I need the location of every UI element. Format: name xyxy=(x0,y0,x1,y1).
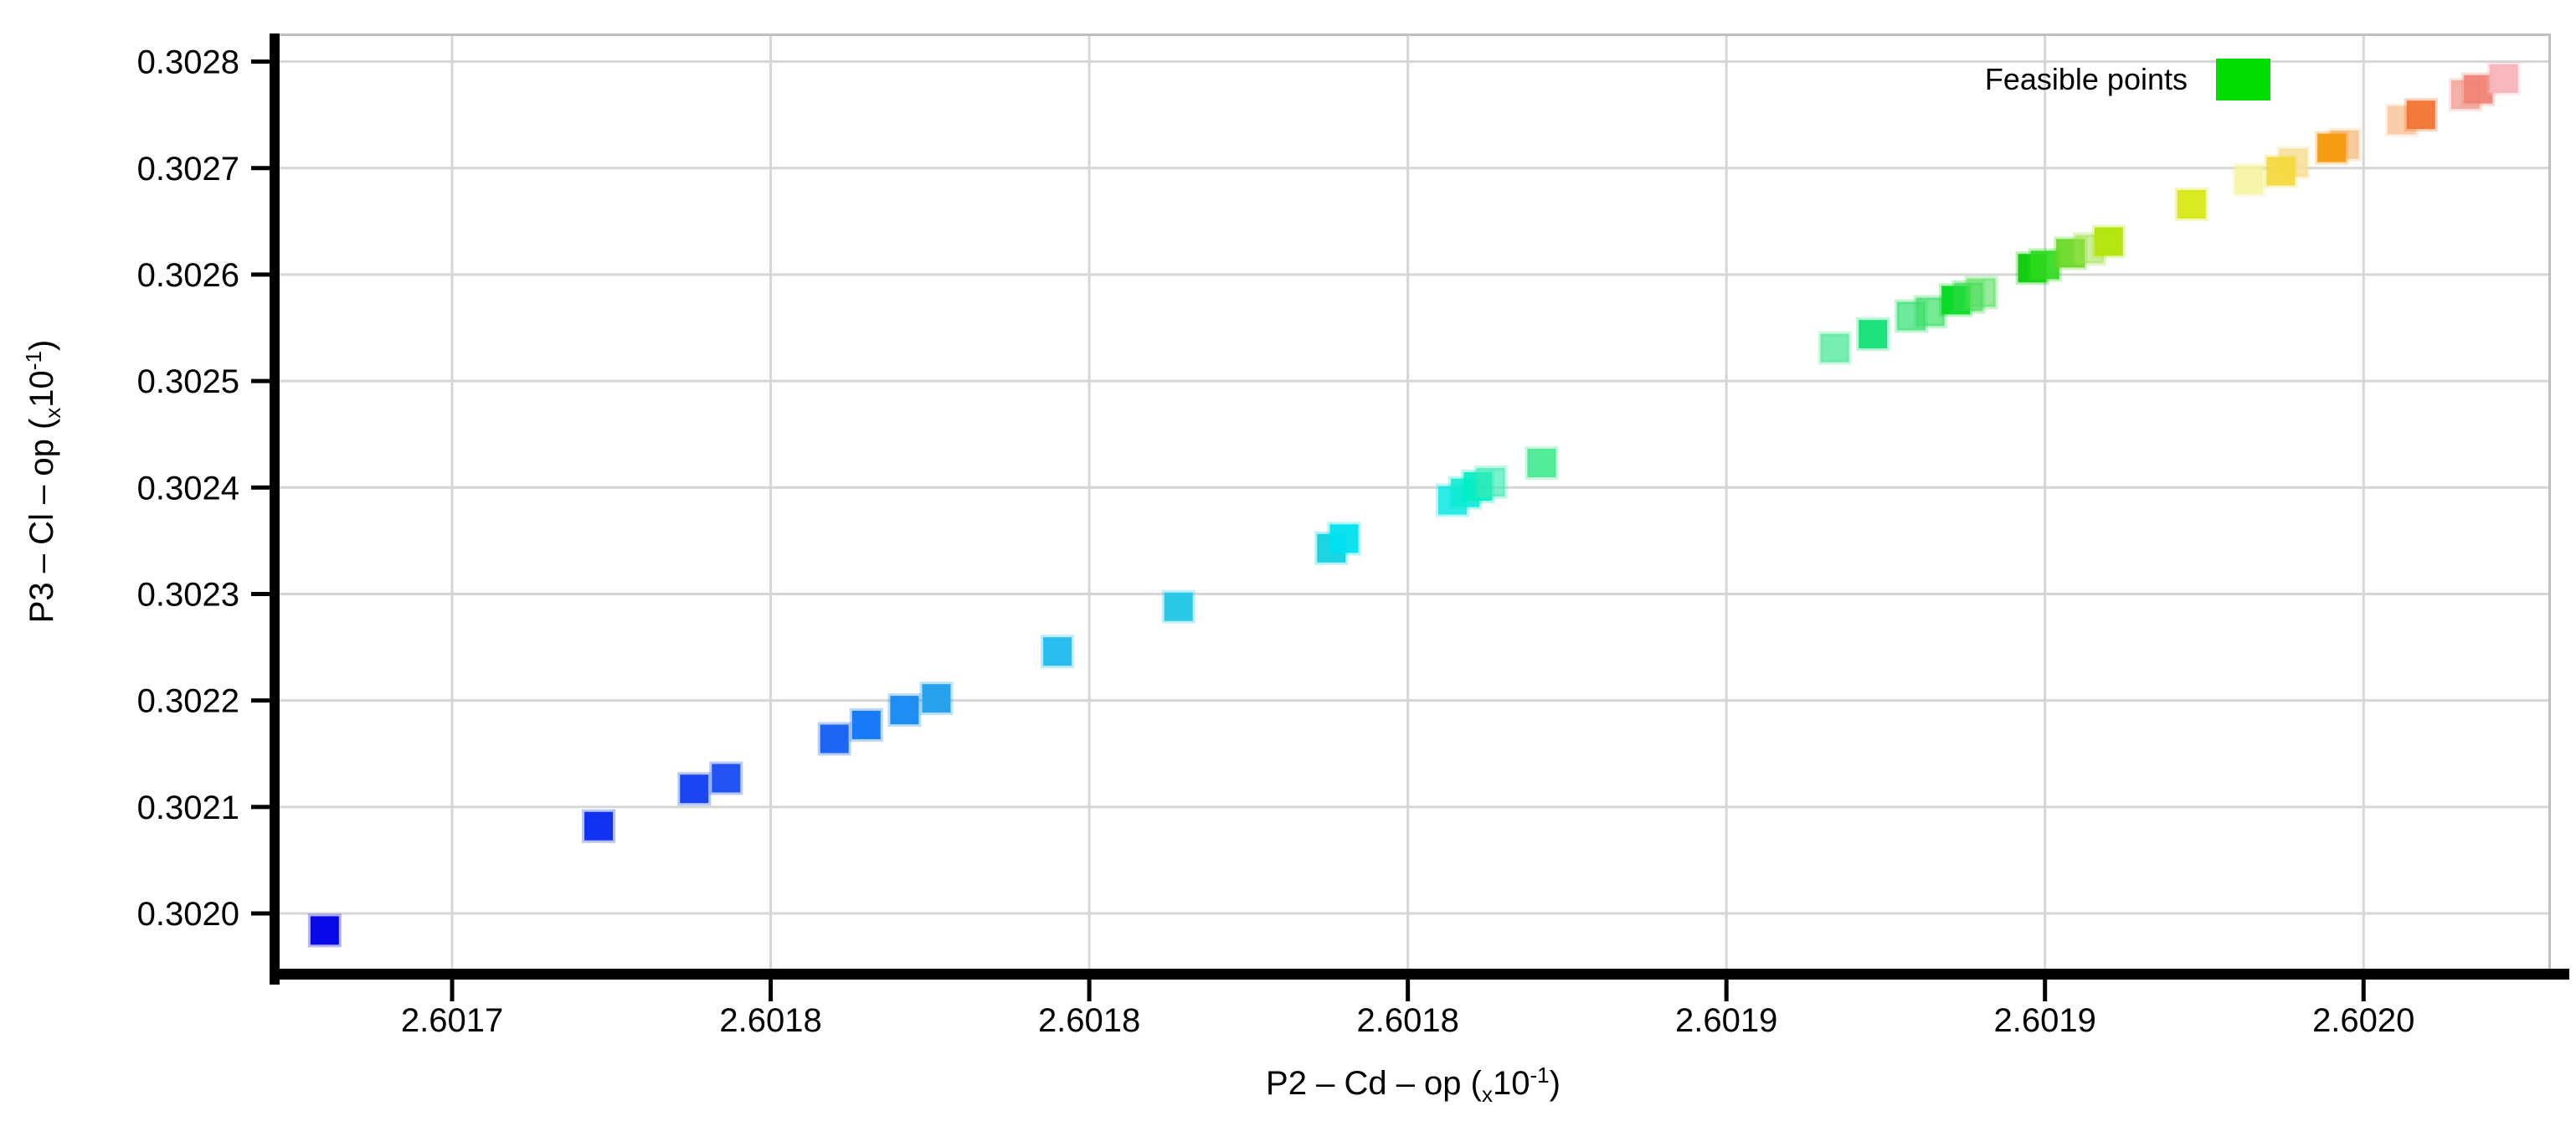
y-title-base: 10 xyxy=(23,370,61,408)
data-point xyxy=(677,772,712,806)
y-gridline xyxy=(280,379,2551,383)
legend: Feasible points xyxy=(1985,59,2270,100)
y-tick-mark xyxy=(251,591,273,596)
y-title-superscript: -1 xyxy=(20,351,46,371)
y-title-text: P3 – Cl – op ( xyxy=(23,418,61,624)
x-tick-mark xyxy=(2361,980,2366,1001)
data-point xyxy=(1327,522,1361,556)
data-point xyxy=(1913,295,1947,329)
y-tick-mark xyxy=(251,805,273,810)
x-tick-mark xyxy=(1087,980,1092,1001)
data-point xyxy=(1473,465,1508,499)
x-axis-line xyxy=(270,969,2569,980)
x-title-subscript: x xyxy=(1481,1082,1493,1108)
y-tick-mark xyxy=(251,272,273,277)
x-tick-label: 2.6018 xyxy=(1356,1002,1458,1039)
x-gridline xyxy=(2044,33,2047,970)
data-point xyxy=(919,682,954,716)
y-gridline xyxy=(280,912,2551,915)
x-tick-mark xyxy=(450,980,455,1001)
data-point xyxy=(1964,275,1998,310)
y-gridline xyxy=(280,273,2551,276)
x-title-text: P2 – Cd – op ( xyxy=(1266,1065,1482,1103)
x-title-suffix: ) xyxy=(1549,1065,1561,1103)
x-gridline xyxy=(2362,33,2365,970)
y-axis-title: P3 – Cl – op (x10-1) xyxy=(21,340,66,624)
y-title-suffix: ) xyxy=(23,339,61,352)
data-point xyxy=(307,913,342,948)
data-point xyxy=(1161,589,1195,624)
y-tick-label: 0.3026 xyxy=(137,257,239,294)
y-tick-label: 0.3024 xyxy=(137,470,239,507)
data-point xyxy=(2315,131,2349,165)
data-point xyxy=(2486,61,2521,95)
data-point xyxy=(2091,224,2126,259)
y-gridline xyxy=(280,60,2551,64)
x-tick-label: 2.6020 xyxy=(2312,1002,2414,1039)
y-axis-line xyxy=(270,33,280,985)
x-gridline xyxy=(769,33,773,970)
plot-border-top xyxy=(276,33,2551,36)
y-tick-mark xyxy=(251,378,273,383)
data-point xyxy=(1525,446,1559,481)
y-tick-label: 0.3022 xyxy=(137,683,239,720)
x-tick-mark xyxy=(1724,980,1729,1001)
x-gridline xyxy=(1406,33,1410,970)
x-tick-mark xyxy=(2043,980,2048,1001)
data-point xyxy=(709,761,743,795)
data-point xyxy=(1856,317,1890,352)
y-gridline xyxy=(280,592,2551,595)
x-tick-label: 2.6018 xyxy=(1038,1002,1140,1039)
y-tick-mark xyxy=(251,59,273,64)
y-tick-mark xyxy=(251,698,273,703)
legend-swatch xyxy=(2216,59,2270,100)
y-tick-label: 0.3025 xyxy=(137,363,239,400)
y-gridline xyxy=(280,486,2551,489)
y-gridline xyxy=(280,805,2551,809)
y-tick-mark xyxy=(251,911,273,916)
data-point xyxy=(2232,162,2266,197)
y-tick-mark xyxy=(251,166,273,171)
data-point xyxy=(1041,635,1075,669)
data-point xyxy=(849,707,883,742)
y-tick-label: 0.3023 xyxy=(137,576,239,613)
x-tick-mark xyxy=(769,980,774,1001)
y-gridline xyxy=(280,167,2551,170)
data-point xyxy=(817,722,851,756)
data-point xyxy=(1818,331,1852,365)
x-tick-mark xyxy=(1406,980,1411,1001)
x-title-superscript: -1 xyxy=(1530,1062,1550,1088)
x-gridline xyxy=(450,33,454,970)
y-gridline xyxy=(280,699,2551,702)
y-tick-mark xyxy=(251,485,273,490)
data-point xyxy=(582,809,616,843)
data-point xyxy=(2264,154,2298,188)
data-point xyxy=(2174,187,2208,221)
plot-border-right xyxy=(2548,33,2551,974)
x-gridline xyxy=(1725,33,1728,970)
y-tick-label: 0.3020 xyxy=(137,896,239,933)
data-point xyxy=(2404,98,2438,132)
legend-label: Feasible points xyxy=(1984,62,2188,96)
x-tick-label: 2.6017 xyxy=(401,1002,503,1039)
y-tick-label: 0.3021 xyxy=(137,790,239,826)
y-title-subscript: x xyxy=(40,407,66,419)
y-tick-label: 0.3027 xyxy=(137,151,239,188)
x-title-base: 10 xyxy=(1492,1065,1530,1103)
x-tick-label: 2.6019 xyxy=(1675,1002,1777,1039)
y-tick-label: 0.3028 xyxy=(137,44,239,81)
x-tick-label: 2.6019 xyxy=(1994,1002,2096,1039)
data-point xyxy=(887,693,922,728)
x-gridline xyxy=(1087,33,1091,970)
x-axis-title: P2 – Cd – op (x10-1) xyxy=(1266,1062,1561,1108)
x-tick-label: 2.6018 xyxy=(719,1002,821,1039)
